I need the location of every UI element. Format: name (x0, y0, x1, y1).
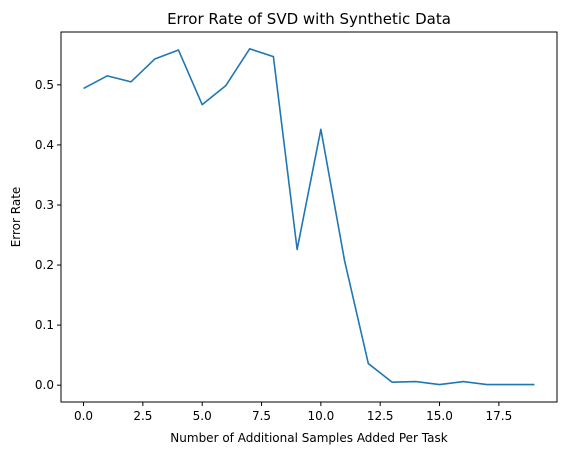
axes-frame (60, 31, 558, 403)
chart-title: Error Rate of SVD with Synthetic Data (167, 10, 451, 28)
x-axis-label: Number of Additional Samples Added Per T… (170, 431, 447, 445)
series-line (83, 48, 535, 386)
x-tick-label: 10.0 (308, 409, 335, 423)
y-tick-label: 0.1 (35, 318, 54, 332)
x-axis-ticks: 0.0 2.5 5.0 7.5 10.0 12.5 15.0 17.5 (74, 402, 512, 423)
y-tick-label: 0.2 (35, 258, 54, 272)
plot-area (83, 48, 535, 386)
x-tick-label: 12.5 (367, 409, 394, 423)
x-tick-label: 5.0 (193, 409, 212, 423)
y-axis-label: Error Rate (9, 187, 23, 248)
y-tick-label: 0.5 (35, 78, 54, 92)
x-tick-label: 17.5 (485, 409, 512, 423)
x-tick-label: 0.0 (74, 409, 93, 423)
y-tick-label: 0.3 (35, 198, 54, 212)
x-tick-label: 15.0 (426, 409, 453, 423)
y-tick-label: 0.4 (35, 138, 54, 152)
y-tick-label: 0.0 (35, 378, 54, 392)
x-tick-label: 7.5 (252, 409, 271, 423)
y-axis-ticks: 0.0 0.1 0.2 0.3 0.4 0.5 (35, 78, 61, 392)
x-tick-label: 2.5 (133, 409, 152, 423)
